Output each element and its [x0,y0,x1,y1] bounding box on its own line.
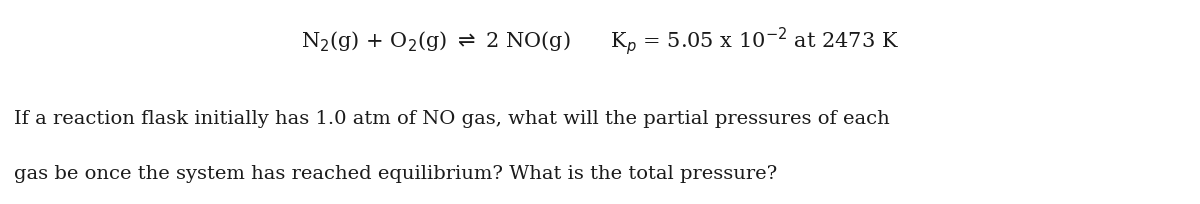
Text: N$_2$(g) + O$_2$(g) $\rightleftharpoons$ 2 NO(g)      K$_p$ = 5.05 x 10$^{-2}$ a: N$_2$(g) + O$_2$(g) $\rightleftharpoons$… [301,25,899,57]
Text: If a reaction flask initially has 1.0 atm of NO gas, what will the partial press: If a reaction flask initially has 1.0 at… [14,109,890,127]
Text: gas be once the system has reached equilibrium? What is the total pressure?: gas be once the system has reached equil… [14,164,778,182]
